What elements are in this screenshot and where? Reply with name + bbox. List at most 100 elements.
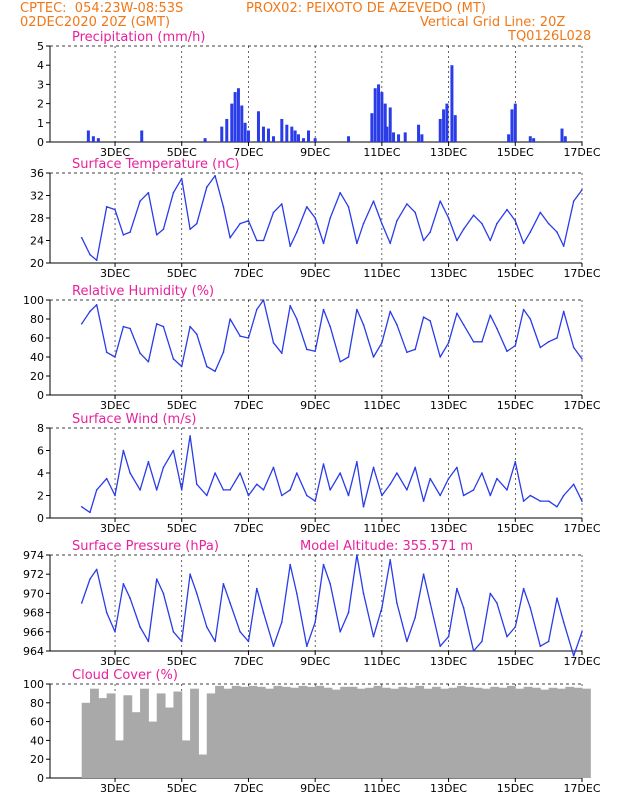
panel-3-point xyxy=(462,323,465,326)
panel-6-bar xyxy=(265,688,274,778)
panel-2-title: Surface Temperature (nC) xyxy=(72,157,240,172)
panel-6-bar xyxy=(582,688,591,778)
panel-5-point xyxy=(496,602,498,604)
panel-6-bar xyxy=(331,689,341,778)
panel-4-xtick-label: 5DEC xyxy=(167,522,197,535)
panel-6-xtick-label: 17DEC xyxy=(563,782,600,795)
panel-5-point xyxy=(347,611,350,614)
panel-3-point xyxy=(414,348,417,351)
panel-5-point xyxy=(539,645,542,647)
panel-4-point xyxy=(247,494,250,497)
panel-4-point xyxy=(396,472,398,474)
panel-6-xtick-label: 9DEC xyxy=(300,782,330,795)
panel-2-point xyxy=(462,228,465,231)
panel-4-point xyxy=(229,489,231,491)
panel-6-bar xyxy=(465,686,475,778)
panel-4-point xyxy=(422,500,425,502)
panel-3-point xyxy=(522,308,525,311)
panel-1-bar xyxy=(383,103,387,142)
panel-3-point xyxy=(147,360,150,363)
panel-5-point xyxy=(547,640,550,643)
panel-1-xtick-label: 11DEC xyxy=(363,146,400,159)
panel-2-point xyxy=(214,175,216,177)
panel-2-point xyxy=(281,203,283,205)
panel-5-ytick-label: 964 xyxy=(23,645,44,658)
panel-5-xtick-label: 11DEC xyxy=(363,655,400,668)
panel-4-point xyxy=(122,449,125,452)
panel-3-point xyxy=(262,299,265,301)
panel-6-bar xyxy=(340,686,350,778)
panel-3-xtick-label: 9DEC xyxy=(300,399,330,412)
panel-6-bar xyxy=(173,691,183,778)
header-datetime: 02DEC2020 20Z (GMT) xyxy=(20,15,171,30)
panel-4-point xyxy=(356,460,358,463)
panel-6-bar xyxy=(506,685,516,778)
panel-3-point xyxy=(155,322,158,325)
panel-3-point xyxy=(422,316,425,318)
panel-4-point xyxy=(529,494,532,497)
panel-3-point xyxy=(239,335,241,337)
panel-3-ytick-label: 40 xyxy=(30,351,44,364)
panel-3-point xyxy=(514,344,517,347)
panel-5-point xyxy=(222,583,225,585)
panel-3-point xyxy=(229,318,231,320)
panel-4-point xyxy=(80,505,83,508)
panel-5-point xyxy=(262,611,265,614)
panel-6-bar xyxy=(390,688,400,778)
panel-3-point xyxy=(556,337,558,339)
panel-2-point xyxy=(272,211,275,214)
panel-1-bar xyxy=(296,134,300,142)
panel-2-point xyxy=(139,200,141,202)
panel-4-xtick-label: 17DEC xyxy=(563,522,600,535)
panel-5-xtick-label: 7DEC xyxy=(233,655,263,668)
panel-5-ytick-label: 970 xyxy=(23,587,44,600)
panel-3-point xyxy=(105,351,108,354)
panel-4-ytick-label: 8 xyxy=(37,422,44,435)
panel-5-point xyxy=(389,559,392,561)
panel-1-xtick-label: 13DEC xyxy=(430,146,467,159)
panel-5-point xyxy=(339,631,341,633)
panel-5-point xyxy=(581,631,583,633)
panel-3-point xyxy=(172,358,175,360)
panel-6-bar xyxy=(240,686,249,778)
panel-1-bar xyxy=(507,134,511,142)
panel-6-bar xyxy=(273,685,283,778)
panel-2-point xyxy=(129,231,131,233)
panel-3-point xyxy=(472,341,475,343)
panel-2-point xyxy=(162,228,165,231)
panel-2-point xyxy=(429,231,432,233)
panel-4-point xyxy=(429,477,432,480)
panel-5-point xyxy=(472,650,475,652)
panel-2-point xyxy=(562,245,565,247)
panel-1-bar xyxy=(261,126,265,142)
panel-5-point xyxy=(289,563,291,566)
panel-2-point xyxy=(329,217,331,219)
panel-2-point xyxy=(155,234,158,236)
panel-1-bar xyxy=(301,138,305,142)
panel-3-point xyxy=(214,370,216,373)
panel-3-point xyxy=(80,322,83,325)
panel-3-point xyxy=(272,341,275,344)
panel-6-bar xyxy=(498,687,508,778)
panel-6-bar xyxy=(290,687,299,778)
panel-5-point xyxy=(239,631,241,633)
panel-2-point xyxy=(247,220,250,222)
panel-3-point xyxy=(447,341,450,344)
panel-5-point xyxy=(456,587,458,590)
panel-3-point xyxy=(529,318,532,320)
panel-2-xtick-label: 11DEC xyxy=(363,267,400,280)
panel-1-bar xyxy=(271,136,275,142)
panel-1-bar xyxy=(532,138,536,142)
panel-2-series-line xyxy=(81,175,583,261)
panel-3-point xyxy=(562,310,565,313)
panel-6-bar xyxy=(81,702,91,778)
panel-6-bar xyxy=(573,687,583,778)
panel-6-ytick-label: 0 xyxy=(37,772,44,785)
panel-2-point xyxy=(180,177,183,180)
panel-6-bar xyxy=(348,686,358,778)
panel-5-series-line xyxy=(81,554,583,657)
panel-4-point xyxy=(362,505,365,508)
panel-4-point xyxy=(522,500,525,502)
panel-6-xtick-label: 5DEC xyxy=(167,782,197,795)
panel-5-point xyxy=(162,592,165,595)
